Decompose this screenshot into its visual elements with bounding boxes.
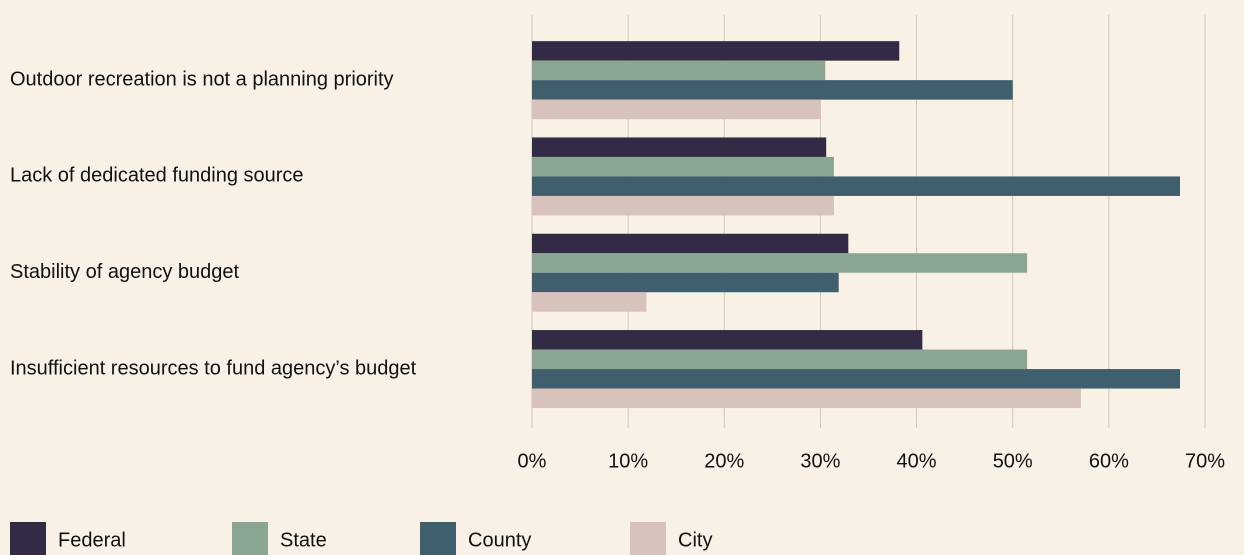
x-tick-label: 20%: [704, 450, 744, 472]
legend-swatch: [420, 522, 456, 555]
x-tick-label: 30%: [800, 450, 840, 472]
x-tick-label: 60%: [1089, 450, 1129, 472]
bar: [532, 253, 1028, 273]
legend-label: County: [468, 529, 531, 551]
x-tick-label: 40%: [897, 450, 937, 472]
bar: [532, 41, 900, 61]
legend-label: State: [280, 529, 327, 551]
x-tick-label: 10%: [608, 450, 648, 472]
bar: [532, 369, 1181, 389]
x-tick-label: 50%: [993, 450, 1033, 472]
y-tick-label: Stability of agency budget: [10, 261, 239, 283]
y-tick-label: Outdoor recreation is not a planning pri…: [10, 68, 394, 90]
bar: [532, 195, 834, 216]
legend-label: Federal: [58, 529, 126, 551]
bar: [532, 330, 923, 350]
bar: [532, 292, 647, 312]
y-tick-label: Insufficient resources to fund agency’s …: [10, 357, 417, 379]
bar: [532, 137, 827, 157]
bar: [532, 388, 1081, 409]
bar: [532, 60, 826, 81]
legend-swatch: [232, 522, 268, 555]
bar: [532, 176, 1181, 196]
bar: [532, 272, 839, 293]
bar: [532, 99, 821, 120]
legend-swatch: [10, 522, 46, 555]
bar: [532, 233, 849, 254]
x-tick-label: 0%: [518, 450, 547, 472]
bar: [532, 80, 1013, 100]
x-tick-label: 70%: [1185, 450, 1225, 472]
bar: [532, 156, 834, 177]
legend-swatch: [630, 522, 666, 555]
bar: [532, 349, 1028, 370]
legend-label: City: [678, 529, 712, 551]
y-tick-label: Lack of dedicated funding source: [10, 165, 304, 187]
